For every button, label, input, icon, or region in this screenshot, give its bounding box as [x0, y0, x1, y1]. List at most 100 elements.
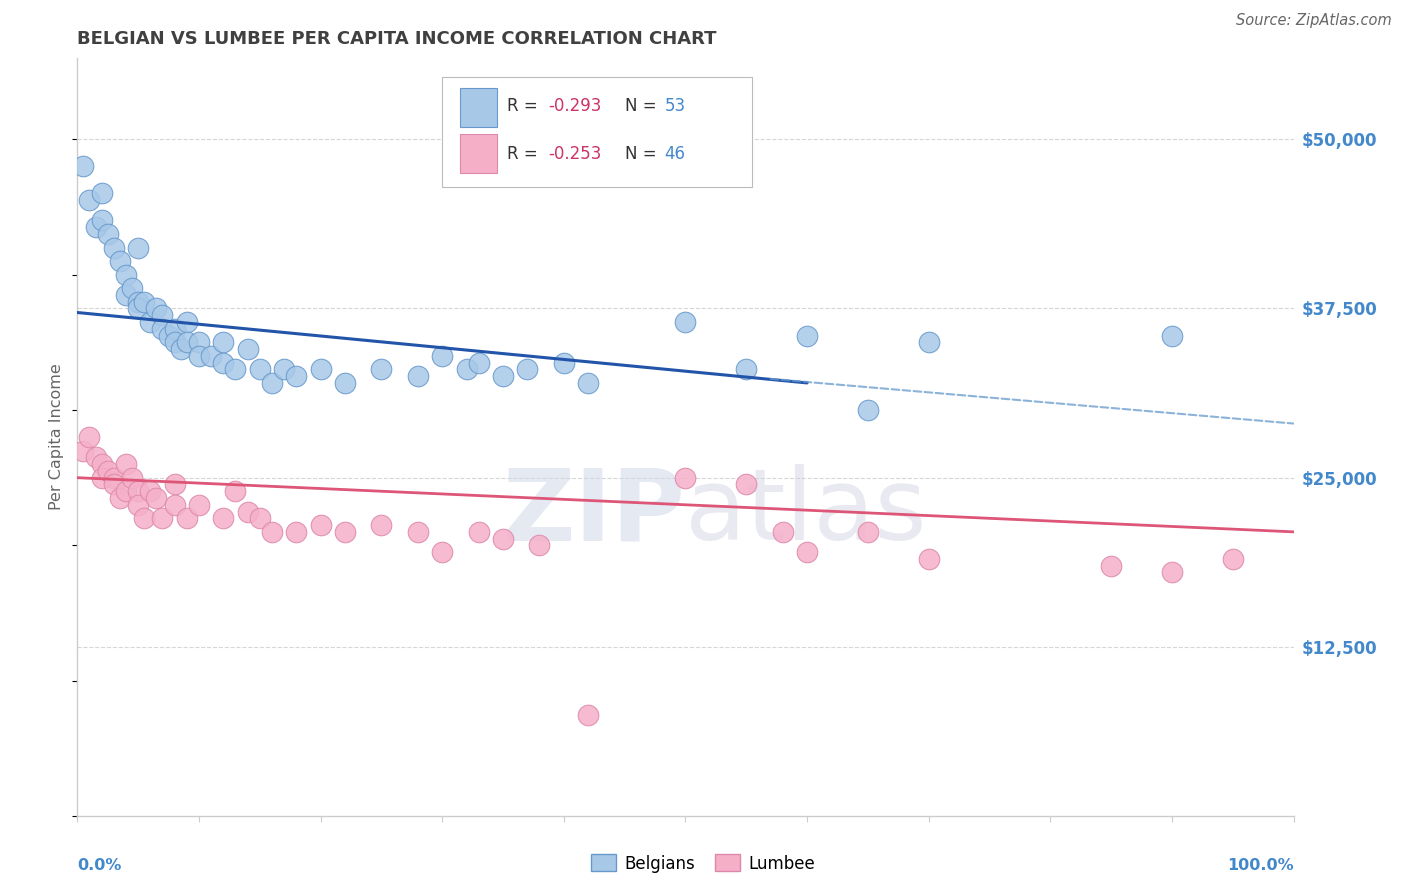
Point	[370, 518, 392, 533]
Point	[139, 484, 162, 499]
Point	[72, 159, 94, 173]
Point	[176, 315, 198, 329]
Point	[90, 213, 112, 227]
Text: N =: N =	[624, 97, 661, 115]
Text: R =: R =	[506, 97, 543, 115]
Point	[103, 240, 125, 254]
Point	[224, 484, 246, 499]
Point	[163, 335, 186, 350]
Point	[97, 464, 120, 478]
Point	[212, 356, 235, 370]
FancyBboxPatch shape	[460, 134, 496, 173]
Point	[152, 308, 174, 322]
Point	[224, 362, 246, 376]
Text: 46: 46	[665, 145, 686, 163]
Point	[796, 545, 818, 559]
Point	[79, 193, 101, 207]
Point	[188, 498, 211, 512]
FancyBboxPatch shape	[441, 77, 752, 186]
Point	[249, 511, 271, 525]
Point	[157, 328, 180, 343]
Point	[200, 349, 222, 363]
Point	[1161, 328, 1184, 343]
Point	[127, 301, 149, 316]
Point	[492, 532, 515, 546]
Point	[1161, 566, 1184, 580]
Point	[285, 369, 308, 384]
Point	[84, 450, 107, 465]
Point	[553, 356, 575, 370]
Point	[127, 484, 149, 499]
Point	[188, 349, 211, 363]
Point	[145, 491, 167, 505]
Point	[260, 524, 283, 539]
Point	[529, 538, 551, 552]
Point	[115, 484, 138, 499]
Text: Source: ZipAtlas.com: Source: ZipAtlas.com	[1236, 13, 1392, 29]
Point	[273, 362, 295, 376]
Text: ZIP: ZIP	[502, 465, 686, 561]
Point	[72, 443, 94, 458]
Point	[152, 511, 174, 525]
Point	[134, 511, 156, 525]
Point	[406, 524, 429, 539]
Text: BELGIAN VS LUMBEE PER CAPITA INCOME CORRELATION CHART: BELGIAN VS LUMBEE PER CAPITA INCOME CORR…	[77, 30, 717, 48]
Point	[309, 362, 332, 376]
Point	[333, 376, 356, 390]
Text: 0.0%: 0.0%	[77, 858, 122, 873]
Point	[84, 220, 107, 235]
Text: R =: R =	[506, 145, 543, 163]
Point	[212, 511, 235, 525]
Point	[918, 552, 941, 566]
Point	[467, 524, 489, 539]
Point	[1222, 552, 1244, 566]
Point	[212, 335, 235, 350]
Point	[145, 301, 167, 316]
Point	[97, 227, 120, 241]
Point	[796, 328, 818, 343]
Point	[103, 471, 125, 485]
Point	[103, 477, 125, 491]
Point	[163, 477, 186, 491]
Point	[127, 498, 149, 512]
Point	[467, 356, 489, 370]
Point	[108, 254, 131, 268]
Point	[163, 322, 186, 336]
FancyBboxPatch shape	[460, 88, 496, 127]
Text: atlas: atlas	[686, 465, 927, 561]
Legend: Belgians, Lumbee: Belgians, Lumbee	[585, 847, 821, 880]
Point	[772, 524, 794, 539]
Point	[856, 403, 879, 417]
Point	[139, 315, 162, 329]
Point	[249, 362, 271, 376]
Point	[430, 545, 453, 559]
Text: -0.293: -0.293	[548, 97, 602, 115]
Point	[918, 335, 941, 350]
Point	[108, 491, 131, 505]
Point	[176, 511, 198, 525]
Point	[735, 477, 758, 491]
Point	[675, 315, 697, 329]
Point	[236, 342, 259, 356]
Point	[576, 376, 599, 390]
Point	[134, 294, 156, 309]
Point	[492, 369, 515, 384]
Point	[90, 471, 112, 485]
Point	[675, 471, 697, 485]
Point	[163, 498, 186, 512]
Text: -0.253: -0.253	[548, 145, 602, 163]
Point	[309, 518, 332, 533]
Point	[735, 362, 758, 376]
Point	[285, 524, 308, 539]
Point	[856, 524, 879, 539]
Y-axis label: Per Capita Income: Per Capita Income	[49, 364, 65, 510]
Point	[79, 430, 101, 444]
Point	[516, 362, 538, 376]
Point	[370, 362, 392, 376]
Point	[170, 342, 193, 356]
Point	[127, 294, 149, 309]
Point	[456, 362, 478, 376]
Point	[406, 369, 429, 384]
Point	[260, 376, 283, 390]
Point	[176, 335, 198, 350]
